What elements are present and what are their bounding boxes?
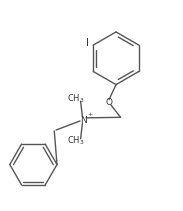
Text: I: I <box>86 38 89 48</box>
Text: +: + <box>88 112 93 118</box>
Text: CH$_3$: CH$_3$ <box>67 135 85 147</box>
Text: N: N <box>80 116 87 124</box>
Text: O: O <box>105 98 112 107</box>
Text: CH$_3$: CH$_3$ <box>67 93 85 105</box>
